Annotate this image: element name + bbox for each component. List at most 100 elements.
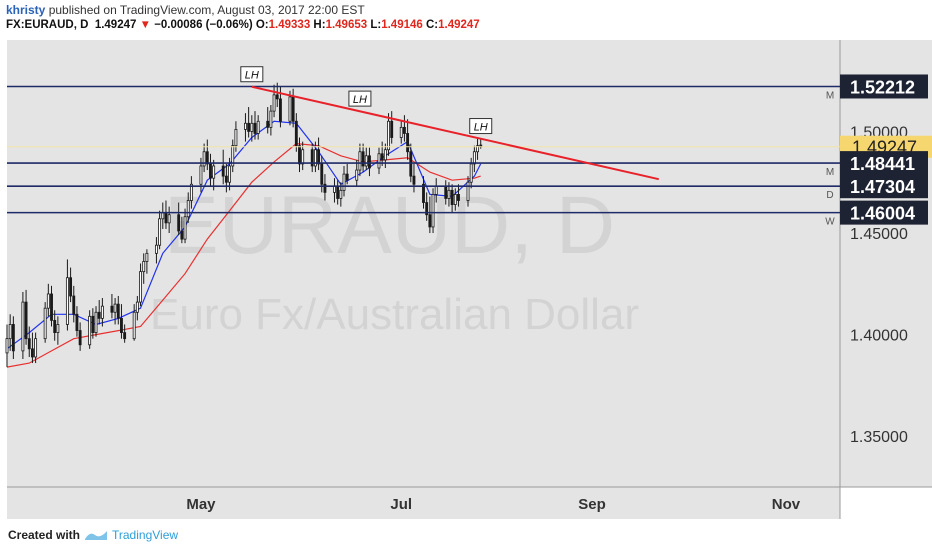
candle-body — [434, 185, 438, 195]
candle-body — [199, 165, 203, 185]
candle-body — [256, 120, 260, 134]
candle-body — [69, 277, 73, 297]
candle-body — [154, 244, 158, 254]
candle-body — [428, 214, 432, 228]
candle-body — [317, 149, 321, 165]
price-tick-label: 1.40000 — [850, 328, 908, 345]
candle-body — [380, 153, 384, 161]
candle-body — [288, 96, 292, 122]
close-label: C: — [425, 19, 439, 31]
lh-annotation-label: LH — [353, 94, 367, 106]
candle-body — [453, 194, 457, 205]
candle-body — [100, 305, 104, 319]
tradingview-logo-icon — [85, 531, 107, 540]
candles — [5, 82, 483, 368]
price-tick-label: 1.35000 — [850, 429, 908, 446]
candle-body — [139, 271, 142, 303]
candle-body — [75, 313, 79, 331]
candle-body — [301, 149, 305, 165]
candle-body — [142, 261, 146, 273]
candle-body — [186, 200, 190, 218]
candle-body — [183, 216, 187, 240]
candle-body — [476, 145, 479, 153]
watermark-description: Euro Fx/Australian Dollar — [150, 290, 639, 339]
price-chart[interactable]: EURAUD, D Euro Fx/Australian Dollar 1.35… — [0, 38, 932, 519]
price-axis[interactable] — [840, 40, 932, 487]
candle-body — [450, 189, 454, 205]
time-axis[interactable] — [7, 487, 840, 519]
candle-body — [355, 169, 359, 181]
candle-body — [34, 338, 38, 358]
candle-body — [310, 149, 314, 167]
time-tick-label: Jul — [390, 496, 412, 513]
candle-body — [278, 98, 282, 122]
candle-body — [444, 185, 448, 199]
candle-body — [110, 305, 114, 313]
candle-body — [291, 96, 295, 122]
candle-body — [94, 311, 98, 333]
level-tag: M — [826, 90, 834, 101]
candle-body — [97, 311, 101, 319]
open-value: 1.49333 — [268, 19, 311, 31]
candle-body — [228, 165, 231, 183]
candle-body — [56, 324, 60, 333]
candle-body — [91, 315, 95, 333]
watermark-symbol: EURAUD, D — [164, 180, 615, 271]
plot-area[interactable] — [7, 40, 840, 487]
candle-body — [161, 212, 165, 220]
candle-body — [167, 214, 171, 224]
candle-body — [266, 120, 270, 128]
author-link[interactable]: khristy — [6, 3, 46, 17]
candle-body — [46, 293, 50, 309]
level-price-tag — [840, 174, 928, 199]
candle-body — [189, 183, 193, 201]
low-label: L: — [370, 19, 382, 31]
candle-body — [313, 149, 317, 167]
candle-body — [361, 151, 365, 167]
last-price: 1.49247 — [94, 19, 137, 31]
level-tag: M — [826, 167, 834, 178]
level-price-tag — [840, 200, 928, 225]
level-price-label: 1.48441 — [850, 154, 915, 174]
candle-body — [412, 175, 416, 185]
close-value: 1.49247 — [438, 19, 480, 31]
candle-body — [113, 303, 117, 313]
level-price-tag — [840, 74, 928, 99]
candle-body — [164, 212, 168, 224]
candle-body — [402, 126, 406, 134]
time-tick-label: May — [186, 496, 216, 513]
candle-body — [294, 120, 298, 147]
candle-body — [8, 324, 12, 340]
candle-body — [116, 303, 120, 319]
candle-body — [336, 185, 340, 199]
lh-annotation-box — [469, 118, 493, 135]
level-lines: M M D W — [7, 85, 840, 228]
candle-body — [205, 151, 209, 165]
candle-body — [209, 163, 212, 179]
candle-body — [339, 189, 343, 199]
candle-body — [158, 218, 162, 246]
candle-body — [469, 163, 473, 183]
published-text: published on TradingView.com, August 03,… — [45, 3, 365, 17]
tradingview-link[interactable]: TradingView — [112, 528, 179, 542]
high-value: 1.49653 — [325, 19, 368, 31]
candle-body — [65, 277, 69, 325]
candle-body — [368, 155, 371, 169]
candle-body — [272, 94, 276, 112]
time-tick-label: Nov — [772, 496, 801, 513]
candle-body — [88, 315, 92, 346]
candle-body — [298, 145, 301, 165]
candle-body — [120, 317, 123, 333]
candle-body — [409, 151, 413, 177]
candle-body — [180, 230, 184, 240]
candle-body — [358, 151, 362, 171]
candle-body — [269, 110, 273, 128]
annotations: LH LH LH — [240, 66, 493, 135]
candle-body — [342, 173, 346, 191]
candle-body — [123, 332, 127, 340]
candle-body — [212, 165, 216, 179]
candle-body — [78, 330, 82, 346]
candle-body — [132, 311, 136, 340]
symbol-info: FX:EURAUD, D 1.49247 ▼ −0.00086 (−0.06%)… — [6, 19, 480, 31]
symbol-label: FX:EURAUD, D — [6, 19, 89, 31]
